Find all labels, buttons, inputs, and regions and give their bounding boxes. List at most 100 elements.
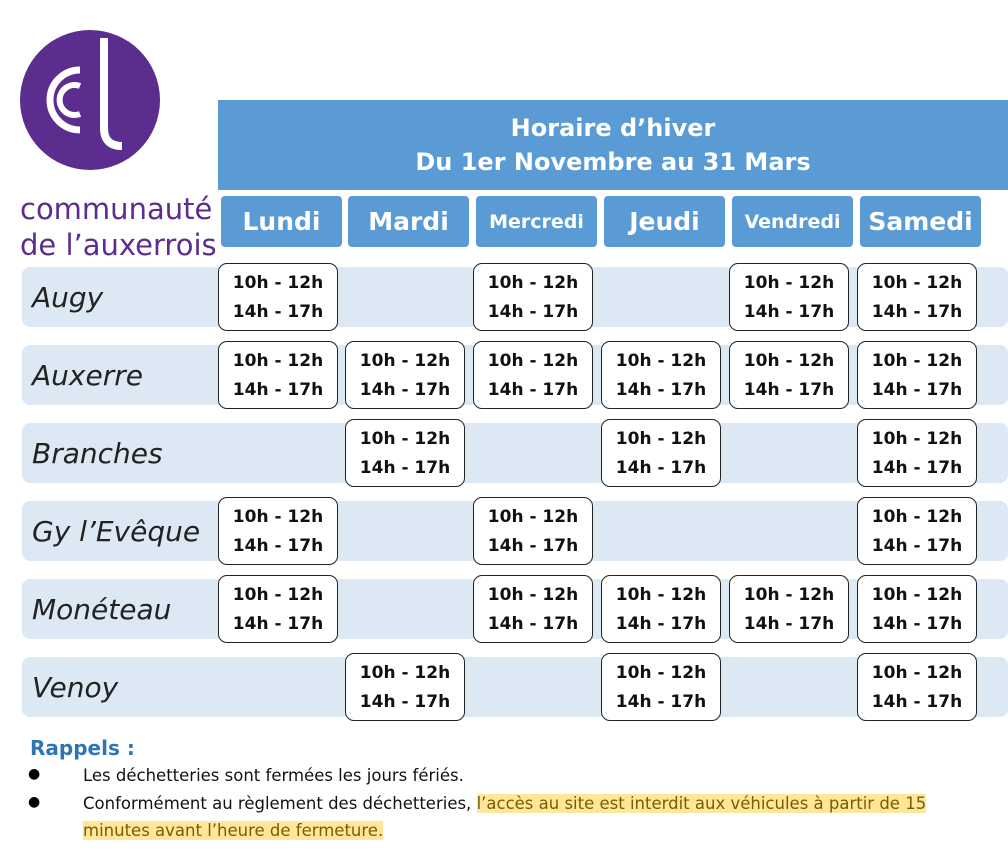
time-cell: 10h - 12h 14h - 17h	[601, 341, 721, 409]
day-header: Mercredi	[476, 196, 597, 247]
time-slot: 10h - 12h	[743, 350, 835, 371]
location-name: Augy	[32, 280, 104, 314]
time-slot: 10h - 12h	[359, 662, 451, 683]
time-cell: 10h - 12h 14h - 17h	[857, 575, 977, 643]
time-slot: 14h - 17h	[487, 301, 579, 322]
time-cell: 10h - 12h 14h - 17h	[729, 341, 849, 409]
time-cell: 10h - 12h 14h - 17h	[345, 653, 465, 721]
time-slot: 14h - 17h	[615, 457, 707, 478]
time-slot: 10h - 12h	[487, 584, 579, 605]
time-slot: 10h - 12h	[615, 662, 707, 683]
time-cell: 10h - 12h 14h - 17h	[218, 341, 338, 409]
bullet: ●	[28, 794, 41, 810]
time-cell: 10h - 12h 14h - 17h	[857, 341, 977, 409]
time-cell: 10h - 12h 14h - 17h	[473, 341, 593, 409]
time-slot: 10h - 12h	[615, 428, 707, 449]
time-cell: 10h - 12h 14h - 17h	[601, 419, 721, 487]
time-slot: 10h - 12h	[871, 662, 963, 683]
time-slot: 14h - 17h	[743, 379, 835, 400]
title: Horaire d’hiver	[510, 114, 716, 142]
time-slot: 14h - 17h	[615, 691, 707, 712]
time-slot: 10h - 12h	[871, 584, 963, 605]
time-cell: 10h - 12h 14h - 17h	[473, 497, 593, 565]
time-cell: 10h - 12h 14h - 17h	[729, 575, 849, 643]
time-slot: 10h - 12h	[359, 428, 451, 449]
logo-text: de l’auxerrois	[20, 228, 217, 262]
logo-mark	[20, 30, 160, 170]
time-cell: 10h - 12h 14h - 17h	[218, 497, 338, 565]
reminder-item: Conformément au règlement des déchetteri…	[83, 790, 993, 844]
time-slot: 14h - 17h	[615, 379, 707, 400]
time-slot: 14h - 17h	[743, 301, 835, 322]
time-cell: 10h - 12h 14h - 17h	[345, 341, 465, 409]
time-slot: 14h - 17h	[487, 613, 579, 634]
time-slot: 10h - 12h	[232, 350, 324, 371]
time-slot: 14h - 17h	[232, 379, 324, 400]
reminder-item: Les déchetteries sont fermées les jours …	[83, 762, 993, 789]
reminders-title: Rappels :	[30, 736, 135, 760]
time-cell: 10h - 12h 14h - 17h	[345, 419, 465, 487]
time-cell: 10h - 12h 14h - 17h	[473, 575, 593, 643]
bullet: ●	[28, 766, 41, 782]
time-slot: 10h - 12h	[232, 584, 324, 605]
time-slot: 14h - 17h	[871, 535, 963, 556]
time-slot: 10h - 12h	[232, 506, 324, 527]
time-cell: 10h - 12h 14h - 17h	[218, 575, 338, 643]
time-cell: 10h - 12h 14h - 17h	[601, 653, 721, 721]
row-band	[22, 657, 1008, 717]
time-slot: 14h - 17h	[359, 379, 451, 400]
time-slot: 14h - 17h	[487, 379, 579, 400]
time-cell: 10h - 12h 14h - 17h	[218, 263, 338, 331]
time-slot: 10h - 12h	[615, 584, 707, 605]
day-header: Lundi	[221, 196, 342, 247]
subtitle: Du 1er Novembre au 31 Mars	[415, 148, 811, 176]
location-name: Gy l’Evêque	[32, 514, 201, 548]
time-cell: 10h - 12h 14h - 17h	[857, 497, 977, 565]
time-slot: 10h - 12h	[871, 428, 963, 449]
logo-text: communauté	[20, 192, 213, 226]
time-slot: 10h - 12h	[871, 272, 963, 293]
reminder-text: Les déchetteries sont fermées les jours …	[83, 766, 464, 785]
time-slot: 14h - 17h	[487, 535, 579, 556]
location-name: Monéteau	[32, 592, 172, 626]
time-slot: 10h - 12h	[487, 350, 579, 371]
time-cell: 10h - 12h 14h - 17h	[729, 263, 849, 331]
time-slot: 10h - 12h	[615, 350, 707, 371]
time-slot: 10h - 12h	[487, 506, 579, 527]
day-header: Vendredi	[732, 196, 853, 247]
time-slot: 14h - 17h	[232, 613, 324, 634]
time-cell: 10h - 12h 14h - 17h	[857, 419, 977, 487]
time-slot: 14h - 17h	[743, 613, 835, 634]
day-header: Samedi	[860, 196, 981, 247]
time-slot: 14h - 17h	[871, 457, 963, 478]
time-slot: 10h - 12h	[359, 350, 451, 371]
location-name: Branches	[32, 436, 163, 470]
reminder-text: Conformément au règlement des déchetteri…	[83, 794, 472, 813]
day-header: Jeudi	[604, 196, 725, 247]
time-slot: 10h - 12h	[487, 272, 579, 293]
time-slot: 14h - 17h	[232, 535, 324, 556]
day-header: Mardi	[348, 196, 469, 247]
time-slot: 14h - 17h	[871, 613, 963, 634]
header: Horaire d’hiver Du 1er Novembre au 31 Ma…	[218, 100, 1008, 190]
time-slot: 10h - 12h	[871, 506, 963, 527]
time-slot: 10h - 12h	[743, 584, 835, 605]
time-slot: 14h - 17h	[871, 691, 963, 712]
time-cell: 10h - 12h 14h - 17h	[601, 575, 721, 643]
row-band	[22, 423, 1008, 483]
time-slot: 14h - 17h	[359, 691, 451, 712]
time-slot: 14h - 17h	[871, 379, 963, 400]
time-slot: 14h - 17h	[871, 301, 963, 322]
location-name: Auxerre	[32, 358, 143, 392]
time-slot: 14h - 17h	[615, 613, 707, 634]
time-cell: 10h - 12h 14h - 17h	[857, 263, 977, 331]
location-name: Venoy	[32, 670, 119, 704]
time-slot: 10h - 12h	[743, 272, 835, 293]
time-slot: 10h - 12h	[232, 272, 324, 293]
time-slot: 14h - 17h	[359, 457, 451, 478]
time-slot: 14h - 17h	[232, 301, 324, 322]
time-cell: 10h - 12h 14h - 17h	[857, 653, 977, 721]
time-slot: 10h - 12h	[871, 350, 963, 371]
time-cell: 10h - 12h 14h - 17h	[473, 263, 593, 331]
